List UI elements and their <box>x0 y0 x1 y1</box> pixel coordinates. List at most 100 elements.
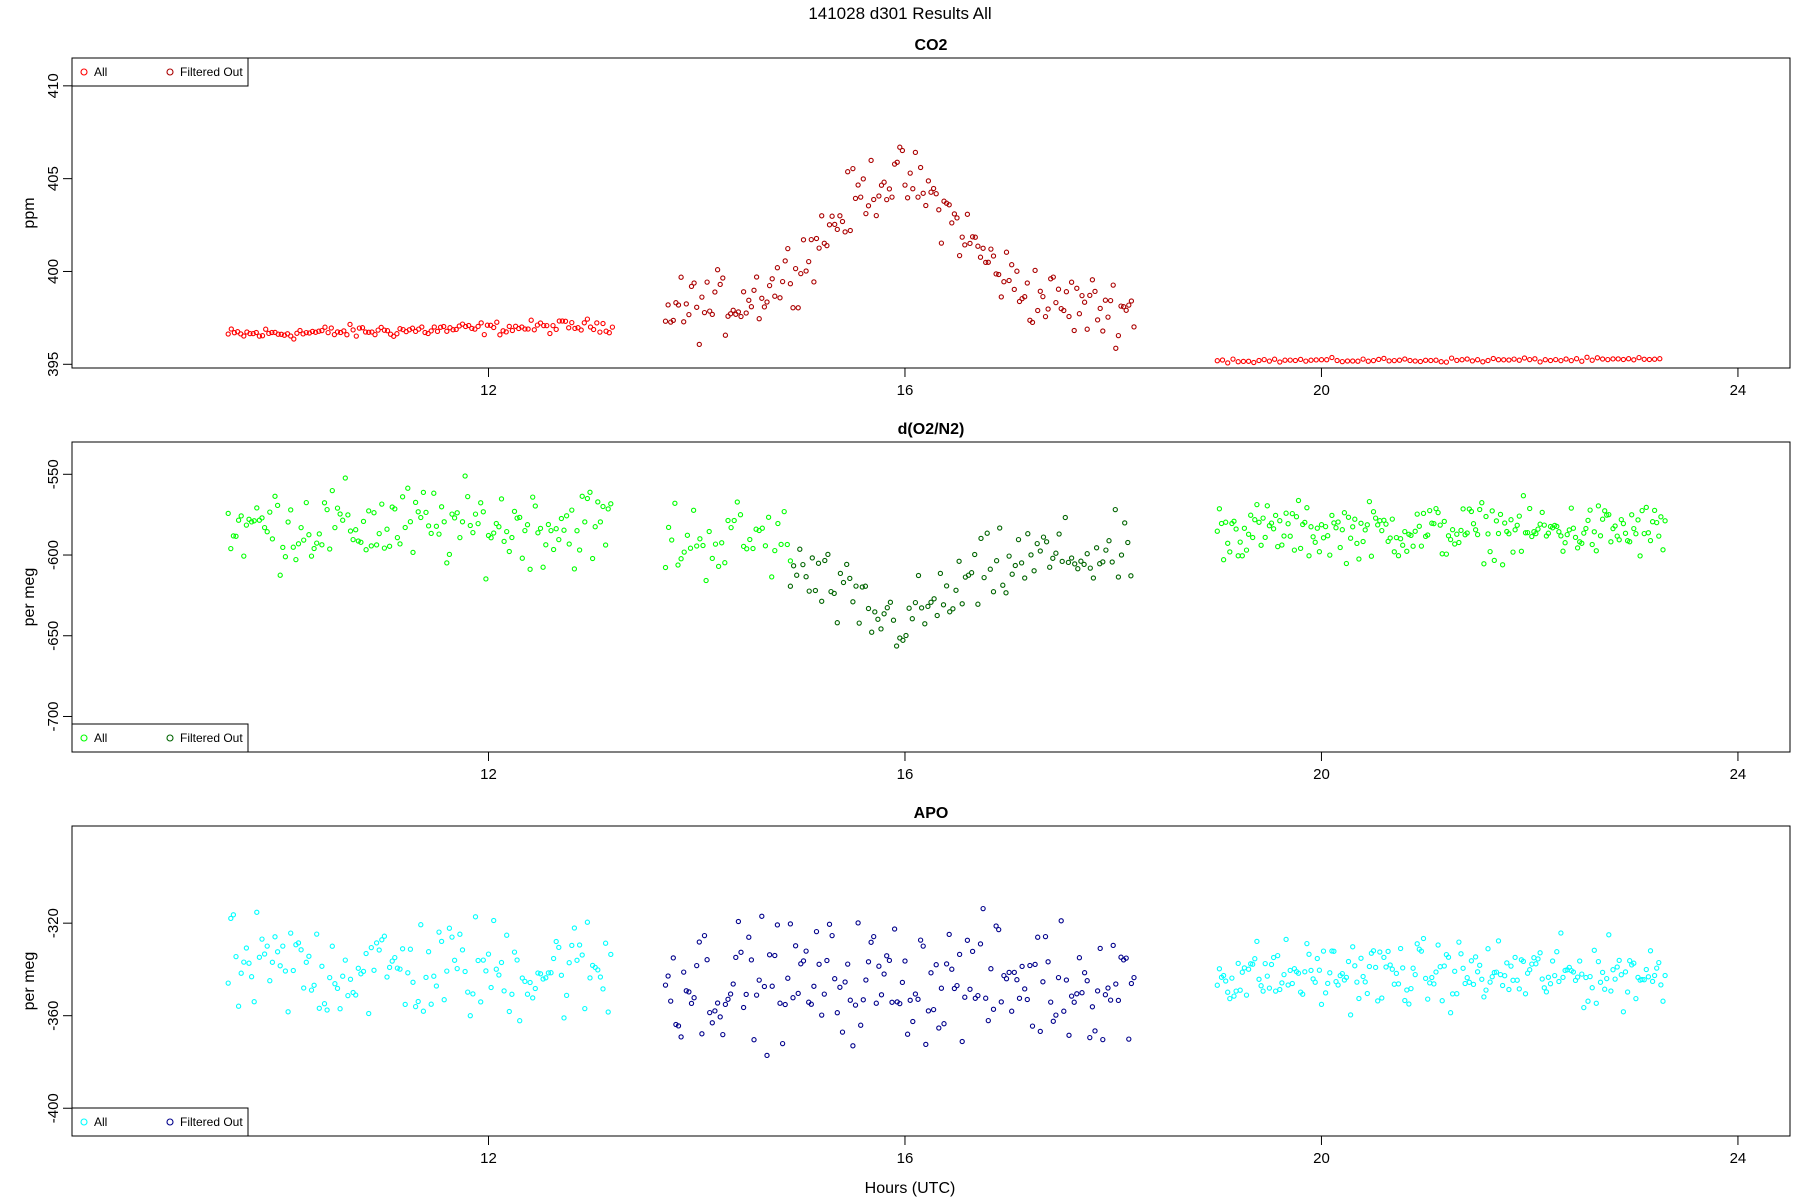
data-point <box>525 326 531 332</box>
data-point <box>600 320 606 327</box>
data-point <box>683 988 689 994</box>
data-point <box>733 954 739 961</box>
data-point <box>436 929 442 935</box>
data-point <box>727 311 734 317</box>
data-point <box>558 972 565 978</box>
data-point <box>295 940 302 946</box>
panel-title: d(O2/N2) <box>898 421 965 438</box>
data-point <box>668 998 674 1004</box>
data-point <box>314 931 320 937</box>
data-point <box>1241 965 1248 971</box>
data-point <box>1268 520 1275 526</box>
data-point <box>910 186 916 192</box>
data-point <box>1543 989 1550 995</box>
data-point <box>578 327 584 333</box>
data-point <box>1508 963 1514 969</box>
data-point <box>569 507 575 513</box>
data-point <box>750 545 756 552</box>
data-point <box>795 305 801 311</box>
data-point <box>1113 981 1119 987</box>
data-point <box>1368 553 1375 559</box>
data-point <box>466 322 472 329</box>
data-point <box>1076 311 1083 317</box>
y-tick-label: 410 <box>45 73 62 98</box>
data-point <box>691 280 697 286</box>
data-point <box>451 515 458 521</box>
data-point <box>878 992 885 998</box>
data-point <box>1325 533 1331 539</box>
data-point <box>964 937 971 943</box>
data-point <box>1587 507 1593 513</box>
data-point <box>1464 356 1470 362</box>
data-point <box>1591 947 1597 953</box>
data-point <box>579 493 585 499</box>
data-point <box>1006 277 1012 284</box>
data-point <box>1487 979 1493 985</box>
data-point <box>423 974 429 981</box>
data-point <box>1605 356 1611 363</box>
data-point <box>376 947 382 953</box>
data-point <box>831 590 837 597</box>
data-point <box>855 920 861 926</box>
data-point <box>1489 508 1495 514</box>
data-point <box>324 506 330 513</box>
data-point <box>1485 357 1491 364</box>
data-point <box>774 265 781 271</box>
data-point <box>259 333 266 339</box>
data-point <box>1022 294 1028 300</box>
data-point <box>450 327 456 333</box>
data-point <box>1050 1018 1056 1024</box>
data-point <box>1316 549 1323 555</box>
data-point <box>1485 946 1491 952</box>
data-point <box>1589 541 1595 548</box>
data-point <box>987 566 993 572</box>
data-point <box>845 961 851 967</box>
data-point <box>576 547 583 553</box>
data-point <box>1243 992 1250 998</box>
data-point <box>683 301 689 307</box>
data-point <box>1608 988 1614 994</box>
data-point <box>850 1043 856 1049</box>
x-tick-label: 20 <box>1313 1150 1330 1167</box>
y-axis-label: ppm <box>21 197 38 228</box>
data-point <box>506 323 512 330</box>
data-point <box>563 992 570 999</box>
data-point <box>790 563 797 569</box>
data-point <box>548 970 554 976</box>
data-point <box>1381 355 1387 362</box>
data-point <box>878 182 885 188</box>
data-point <box>1081 561 1087 568</box>
data-point <box>1386 358 1392 364</box>
data-point <box>478 320 484 326</box>
data-point <box>478 999 484 1005</box>
data-point <box>871 196 877 203</box>
data-point <box>722 1001 729 1008</box>
data-point <box>967 986 973 992</box>
data-point <box>1646 356 1653 363</box>
data-point <box>988 966 994 972</box>
data-point <box>1128 980 1135 987</box>
data-point <box>751 1037 757 1043</box>
data-point <box>1272 988 1279 994</box>
data-point <box>1229 975 1235 981</box>
data-point <box>1128 298 1135 304</box>
data-point <box>605 506 611 512</box>
data-point <box>1329 512 1335 519</box>
data-point <box>1337 544 1343 551</box>
data-point <box>712 1008 718 1014</box>
data-point <box>1370 509 1377 515</box>
data-point <box>1443 359 1450 365</box>
x-tick-label: 20 <box>1313 382 1330 399</box>
data-point <box>993 558 1000 564</box>
data-point <box>795 990 801 997</box>
data-point <box>1381 517 1387 523</box>
data-point <box>345 992 351 999</box>
data-point <box>350 536 356 543</box>
data-point <box>225 980 231 986</box>
data-point <box>556 536 562 543</box>
data-point <box>1094 988 1101 994</box>
data-point <box>1541 985 1547 991</box>
data-point <box>371 967 377 973</box>
data-point <box>672 500 678 506</box>
data-point <box>366 1010 372 1017</box>
